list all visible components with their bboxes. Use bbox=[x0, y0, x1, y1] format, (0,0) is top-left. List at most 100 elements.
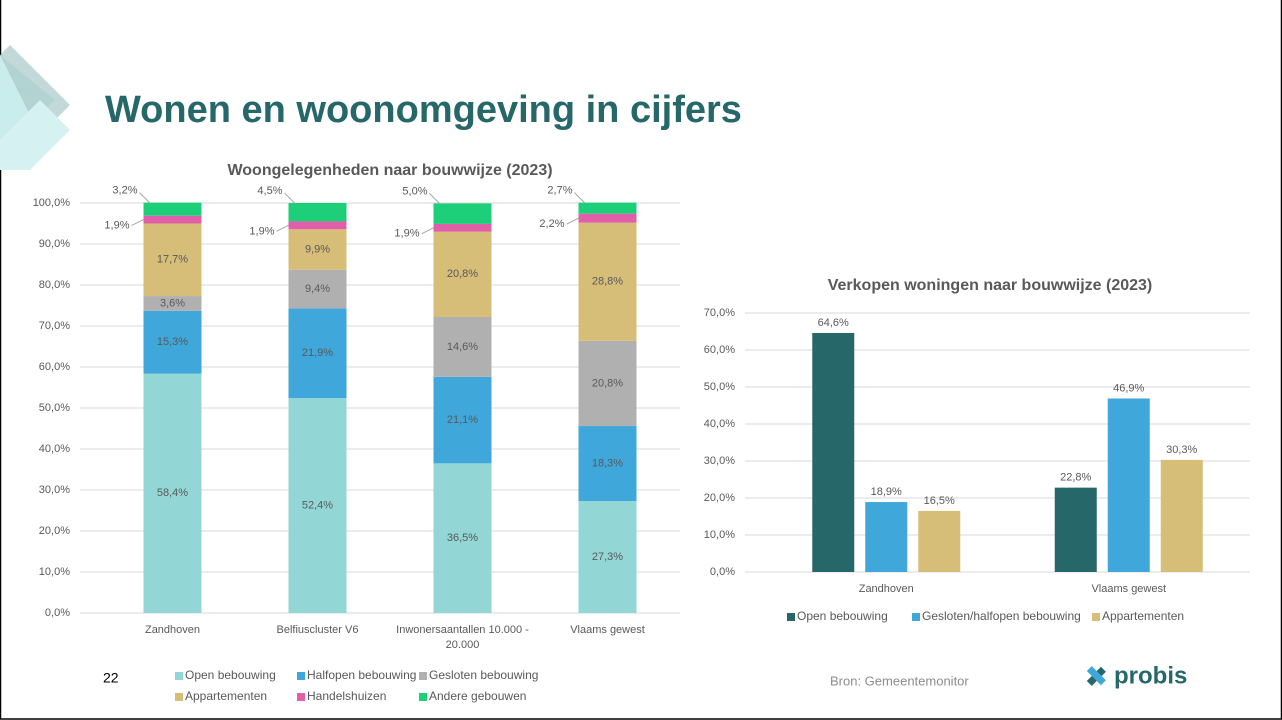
data-label: 9,4% bbox=[305, 283, 330, 295]
y-tick-label: 90,0% bbox=[39, 238, 70, 250]
legend-label: Handelshuizen bbox=[307, 689, 386, 703]
data-label: 1,9% bbox=[104, 220, 129, 232]
legend-label: Open bebouwing bbox=[185, 668, 276, 682]
data-label: 14,6% bbox=[447, 341, 478, 353]
legend-label: Gesloten bebouwing bbox=[429, 668, 538, 682]
leader-line bbox=[284, 192, 295, 204]
legend-swatch bbox=[1092, 613, 1100, 621]
legend-label: Halfopen bebouwing bbox=[307, 668, 416, 682]
bar-segment bbox=[143, 310, 202, 374]
bar-segment bbox=[288, 398, 347, 613]
data-label: 21,9% bbox=[302, 347, 333, 359]
bar bbox=[812, 332, 855, 572]
data-label: 58,4% bbox=[157, 487, 188, 499]
x-tick-label: Belfiuscluster V6 bbox=[276, 624, 359, 636]
decor-shape bbox=[0, 100, 70, 170]
bar-segment bbox=[143, 202, 202, 216]
legend-swatch bbox=[297, 693, 305, 701]
y-tick-label: 20,0% bbox=[39, 525, 70, 537]
logo-icon bbox=[1086, 666, 1106, 686]
data-label: 52,4% bbox=[302, 499, 333, 511]
bar-segment bbox=[288, 203, 347, 222]
legend-swatch bbox=[419, 693, 427, 701]
bar-segment bbox=[578, 426, 637, 502]
data-label: 28,8% bbox=[592, 276, 623, 288]
bar bbox=[1160, 459, 1203, 572]
x-tick-label: Zandhoven bbox=[144, 624, 201, 636]
x-tick-label: Vlaams gewest bbox=[1091, 583, 1167, 595]
data-label: 30,3% bbox=[1166, 444, 1197, 456]
y-tick-label: 100,0% bbox=[33, 197, 71, 209]
leader-line bbox=[429, 193, 440, 204]
chart-title: Woongelegenheden naar bouwwijze (2023) bbox=[227, 162, 552, 179]
data-label: 27,3% bbox=[592, 551, 623, 563]
bar-segment bbox=[288, 308, 347, 399]
data-label: 20,8% bbox=[447, 268, 478, 280]
legend-swatch bbox=[175, 672, 183, 680]
logo-text: probis bbox=[1114, 662, 1187, 689]
bar-segment bbox=[288, 269, 347, 309]
bar-segment bbox=[288, 221, 347, 230]
y-tick-label: 0,0% bbox=[45, 607, 70, 619]
data-label: 64,6% bbox=[818, 317, 849, 329]
data-label: 4,5% bbox=[257, 185, 282, 197]
bar bbox=[865, 502, 908, 572]
data-label: 3,2% bbox=[112, 184, 137, 196]
bar bbox=[918, 510, 961, 572]
y-tick-label: 70,0% bbox=[704, 307, 735, 319]
legend-swatch bbox=[912, 613, 920, 621]
y-tick-label: 20,0% bbox=[704, 492, 735, 504]
bar-segment bbox=[578, 501, 637, 613]
legend-swatch bbox=[175, 693, 183, 701]
bar-segment bbox=[578, 202, 637, 214]
bar-segment bbox=[143, 373, 202, 613]
legend-swatch bbox=[419, 672, 427, 680]
legend-swatch bbox=[297, 672, 305, 680]
data-label: 16,5% bbox=[924, 495, 955, 507]
bar-segment bbox=[433, 231, 492, 317]
data-label: 20,8% bbox=[592, 377, 623, 389]
leader-line bbox=[276, 224, 289, 232]
data-label: 21,1% bbox=[447, 414, 478, 426]
data-label: 18,3% bbox=[592, 457, 623, 469]
bar-segment bbox=[143, 296, 202, 311]
leader-line bbox=[421, 227, 434, 235]
leader-line bbox=[131, 219, 144, 227]
y-tick-label: 0,0% bbox=[710, 566, 735, 578]
bar-segment bbox=[578, 222, 637, 341]
x-tick-label: Zandhoven bbox=[858, 583, 914, 595]
bar-segment bbox=[288, 229, 347, 270]
bar-segment bbox=[143, 223, 202, 297]
x-tick-label: Inwonersaantallen 10.000 - 20.000 bbox=[396, 624, 529, 651]
legend-label: Gesloten/halfopen bebouwing bbox=[922, 609, 1081, 623]
y-tick-label: 80,0% bbox=[39, 279, 70, 291]
y-tick-label: 50,0% bbox=[704, 381, 735, 393]
y-tick-label: 10,0% bbox=[704, 529, 735, 541]
y-tick-label: 30,0% bbox=[39, 484, 70, 496]
y-tick-label: 40,0% bbox=[39, 443, 70, 455]
y-tick-label: 70,0% bbox=[39, 320, 70, 332]
leader-line bbox=[574, 192, 585, 203]
bar-segment bbox=[578, 213, 637, 223]
bar-segment bbox=[433, 463, 492, 613]
slide-title: Wonen en woonomgeving in cijfers bbox=[105, 89, 742, 131]
data-label: 1,9% bbox=[394, 228, 419, 240]
bar-segment bbox=[578, 340, 637, 427]
legend-label: Appartementen bbox=[185, 689, 267, 703]
data-label: 18,9% bbox=[871, 486, 902, 498]
y-tick-label: 10,0% bbox=[39, 566, 70, 578]
data-label: 22,8% bbox=[1060, 472, 1091, 484]
bar-segment bbox=[433, 316, 492, 377]
data-label: 17,7% bbox=[157, 254, 188, 266]
page-number: 22 bbox=[103, 670, 119, 686]
data-label: 9,9% bbox=[305, 243, 330, 255]
y-tick-label: 30,0% bbox=[704, 455, 735, 467]
chart-title: Verkopen woningen naar bouwwijze (2023) bbox=[828, 277, 1153, 294]
bar bbox=[1107, 398, 1150, 572]
y-tick-label: 40,0% bbox=[704, 418, 735, 430]
leader-line bbox=[566, 217, 579, 225]
bar-segment bbox=[143, 215, 202, 224]
y-tick-label: 60,0% bbox=[39, 361, 70, 373]
